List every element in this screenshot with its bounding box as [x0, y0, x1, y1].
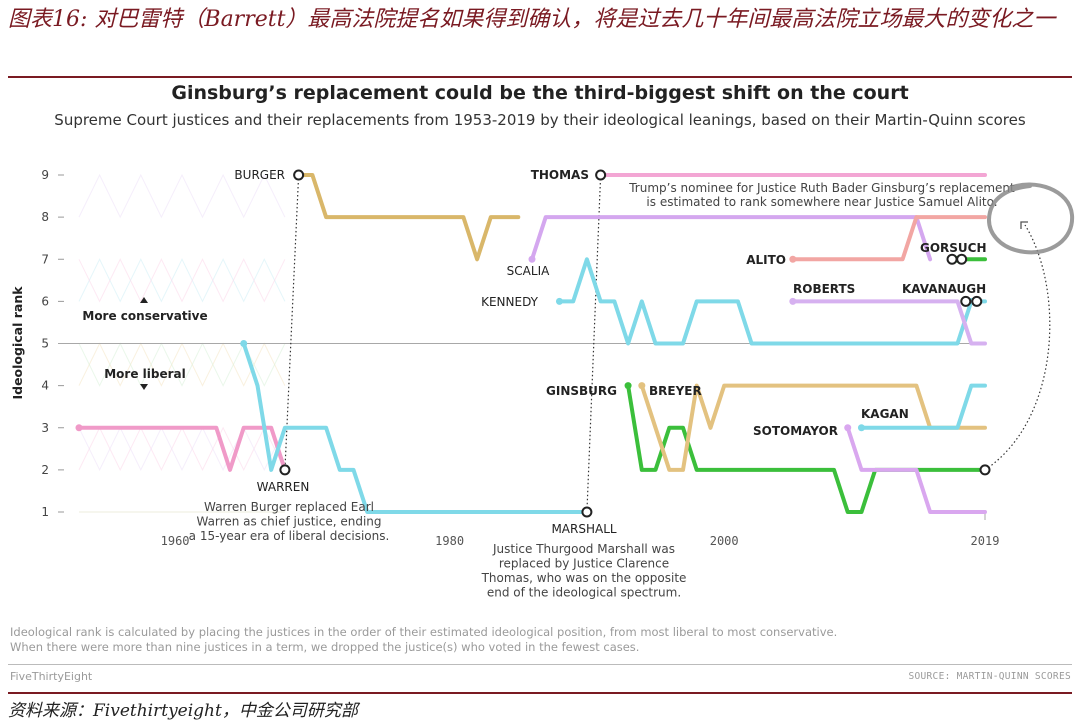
fortas-line — [241, 341, 589, 514]
sotomayor-start-dot — [844, 424, 852, 432]
y-tick-label: 3 — [41, 421, 49, 435]
chart-subtitle: Supreme Court justices and their replace… — [54, 111, 1026, 129]
scalia-label: SCALIA — [507, 264, 550, 278]
footnote: Ideological rank is calculated by placin… — [10, 625, 1070, 655]
x-tick-label: 2000 — [710, 534, 739, 548]
justice-marker — [979, 464, 991, 476]
chart-title: Ginsburg’s replacement could be the thir… — [171, 82, 909, 104]
warren-line — [77, 425, 287, 472]
x-tick-label: 1960 — [161, 534, 190, 548]
ginsburg-label: GINSBURG — [546, 384, 617, 398]
trump-note-line: Trump’s nominee for Justice Ruth Bader G… — [628, 181, 1015, 195]
alito-start-dot — [789, 255, 797, 263]
y-tick-label: 6 — [41, 294, 49, 308]
kagan-line — [859, 383, 987, 430]
justice-marker — [960, 295, 972, 307]
justice-marker — [956, 253, 968, 265]
source-line: 资料来源：Fivethirtyeight，中金公司研究部 — [8, 701, 358, 721]
breyer-start-dot — [638, 382, 646, 390]
footer-rule — [8, 664, 1072, 665]
warren-start-dot — [75, 424, 83, 432]
y-tick-label: 9 — [41, 168, 49, 182]
more-liberal-arrow — [140, 384, 148, 390]
justice-marker — [279, 464, 291, 476]
source-note: SOURCE: MARTIN-QUINN SCORES — [908, 671, 1071, 682]
brand-credit: FiveThirtyEight — [10, 670, 93, 683]
kagan-start-dot — [857, 424, 865, 432]
x-tick-label: 2019 — [971, 534, 1000, 548]
fortas-start-dot — [240, 340, 248, 347]
gorsuch-label: GORSUCH — [920, 241, 987, 255]
justice-marker — [293, 169, 305, 181]
y-tick-label: 8 — [41, 210, 49, 224]
burger-warren-connector — [284, 174, 300, 470]
scalia-line — [530, 215, 933, 262]
breyer-label: BREYER — [649, 384, 702, 398]
warren-note-line: Warren as chief justice, ending — [196, 515, 381, 529]
roberts-start-dot — [789, 297, 797, 305]
background-weave-line — [78, 258, 286, 303]
justice-marker — [946, 253, 958, 265]
ginsburg-start-dot — [624, 382, 632, 390]
kavanaugh-label: KAVANAUGH — [902, 282, 986, 296]
justice-marker — [581, 506, 593, 518]
scalia-start-dot — [528, 255, 536, 263]
trump-note-line: is estimated to rank somewhere near Just… — [646, 195, 997, 209]
burger-label: BURGER — [234, 168, 285, 182]
marshall-note-line: replaced by Justice Clarence — [499, 557, 669, 571]
highlight-loop — [987, 182, 1075, 255]
background-weave-line — [78, 258, 286, 303]
kennedy-line — [557, 257, 974, 346]
sotomayor-label: SOTOMAYOR — [753, 424, 838, 438]
marshall-note-line: Thomas, who was on the opposite — [481, 571, 687, 585]
y-tick-label: 4 — [41, 379, 49, 393]
more-liberal-label: More liberal — [104, 367, 186, 381]
ginsburg-line — [626, 383, 987, 514]
kennedy-start-dot — [555, 297, 563, 305]
alito-label: ALITO — [746, 253, 786, 267]
footnote-line-1: Ideological rank is calculated by placin… — [10, 625, 838, 639]
y-tick-label: 2 — [41, 463, 49, 477]
kagan-label: KAGAN — [861, 407, 909, 421]
nominee-connector — [984, 224, 1051, 471]
breyer-line — [639, 383, 987, 472]
figure-title: 图表16: 对巴雷特（Barrett）最高法院提名如果得到确认，将是过去几十年间… — [8, 7, 1056, 32]
background-weave-line — [78, 426, 286, 472]
roberts-label: ROBERTS — [793, 282, 855, 296]
footnote-line-2: When there were more than nine justices … — [10, 640, 640, 654]
thomas-marshall-connector — [586, 174, 602, 513]
y-axis-label: Ideological rank — [10, 286, 25, 400]
source-rule — [8, 692, 1072, 694]
y-tick-label: 1 — [41, 505, 49, 519]
justice-marker — [971, 295, 983, 307]
x-tick-label: 1980 — [435, 534, 464, 548]
sotomayor-line — [845, 425, 987, 514]
more-conservative-arrow — [140, 297, 148, 303]
kennedy-label: KENNEDY — [481, 295, 539, 309]
more-conservative-label: More conservative — [82, 309, 207, 323]
warren-note-line: Warren Burger replaced Earl — [204, 500, 374, 514]
warren-note-line: a 15-year era of liberal decisions. — [189, 529, 390, 543]
y-tick-label: 7 — [41, 252, 49, 266]
ideology-chart: 1 2 3 4 5 6 7 8 9 Ideological rank 1960 1980 2000 201… — [10, 168, 1075, 600]
marshall-note-line: end of the ideological spectrum. — [487, 586, 681, 600]
title-rule — [8, 76, 1072, 78]
warren-label: WARREN — [257, 480, 310, 494]
burger-line — [296, 173, 521, 262]
thomas-label: THOMAS — [531, 168, 589, 182]
dashed-arrow-head — [1020, 221, 1028, 229]
marshall-label: MARSHALL — [551, 522, 616, 536]
background-weave-line — [78, 173, 286, 219]
roberts-line — [790, 299, 987, 346]
justice-marker — [595, 169, 607, 181]
y-tick-label: 5 — [41, 337, 49, 351]
background-weave-line — [78, 342, 286, 387]
marshall-note-line: Justice Thurgood Marshall was — [492, 542, 675, 556]
alito-line — [790, 215, 987, 262]
